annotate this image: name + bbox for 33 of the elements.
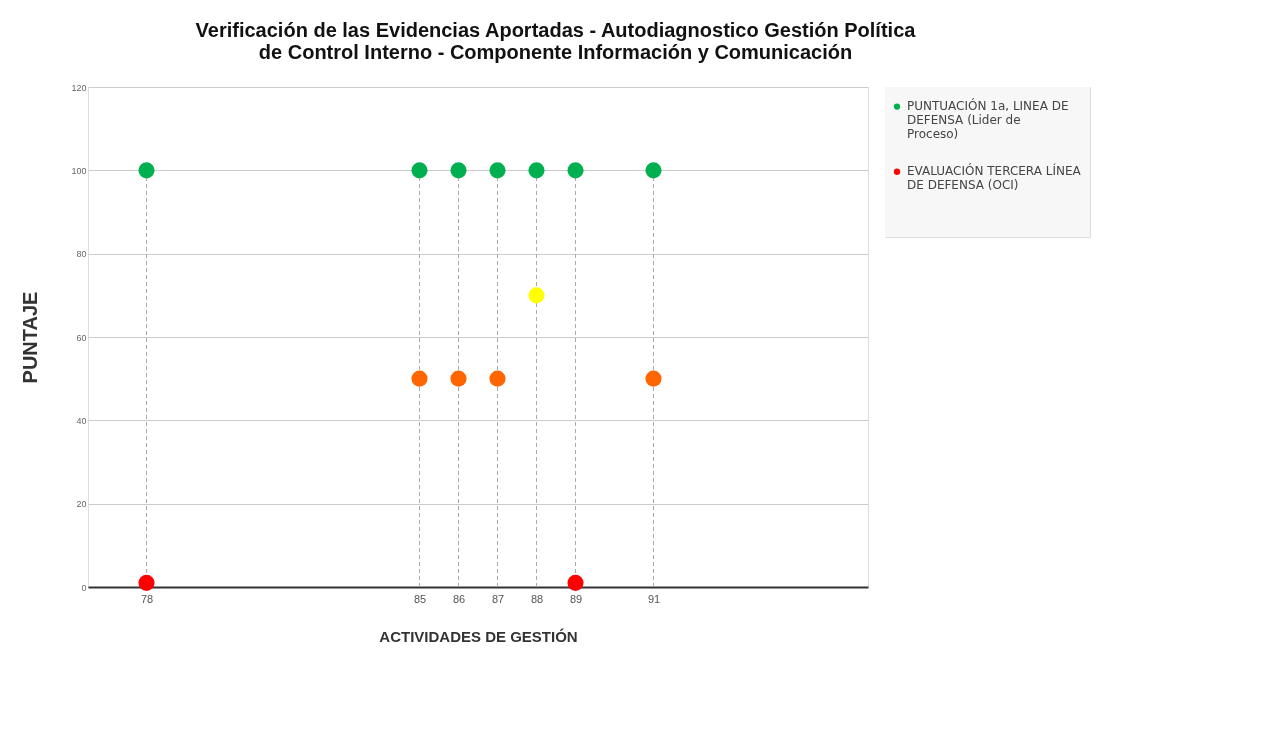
y-tick-label: 20 — [76, 499, 87, 510]
x-tick-label: 78 — [140, 592, 154, 605]
point — [450, 162, 467, 179]
x-tick-label: 86 — [452, 592, 466, 605]
x-tick-label: 85 — [413, 592, 427, 605]
point — [411, 370, 428, 387]
legend-label: PUNTUACIÓN 1a, LINEA DE DEFENSA (Lider de Proceso) — [907, 97, 1069, 141]
point — [567, 574, 584, 591]
point — [645, 162, 662, 179]
point — [489, 162, 506, 179]
y-tick-label: 120 — [71, 82, 87, 93]
chart-title: Verificación de las Evidencias Aportadas - Autodiagnostico Gestión Política de Control Interno - Componente Información y Comunicación — [195, 18, 917, 63]
point — [645, 370, 662, 387]
point — [528, 287, 545, 304]
y-tick-label: 60 — [76, 332, 87, 343]
point — [138, 574, 155, 591]
x-axis-title: ACTIVIDADES DE GESTIÓN — [379, 627, 578, 645]
point — [450, 370, 467, 387]
point — [528, 162, 545, 179]
point — [489, 370, 506, 387]
x-tick-label: 89 — [569, 592, 583, 605]
point — [567, 162, 584, 179]
y-tick-label: 0 — [81, 582, 87, 593]
x-tick-label: 91 — [647, 592, 661, 605]
point — [411, 162, 428, 179]
x-tick-label: 88 — [530, 592, 544, 605]
y-tick-label: 40 — [76, 415, 87, 426]
legend-label: EVALUACIÓN TERCERA LÍNEA DE DEFENSA (OCI) — [907, 162, 1082, 192]
y-tick-label: 80 — [76, 249, 87, 260]
y-tick-label: 100 — [71, 165, 87, 176]
y-axis-title: PUNTAJE — [19, 291, 42, 384]
point — [138, 162, 155, 179]
x-tick-label: 87 — [491, 592, 505, 605]
